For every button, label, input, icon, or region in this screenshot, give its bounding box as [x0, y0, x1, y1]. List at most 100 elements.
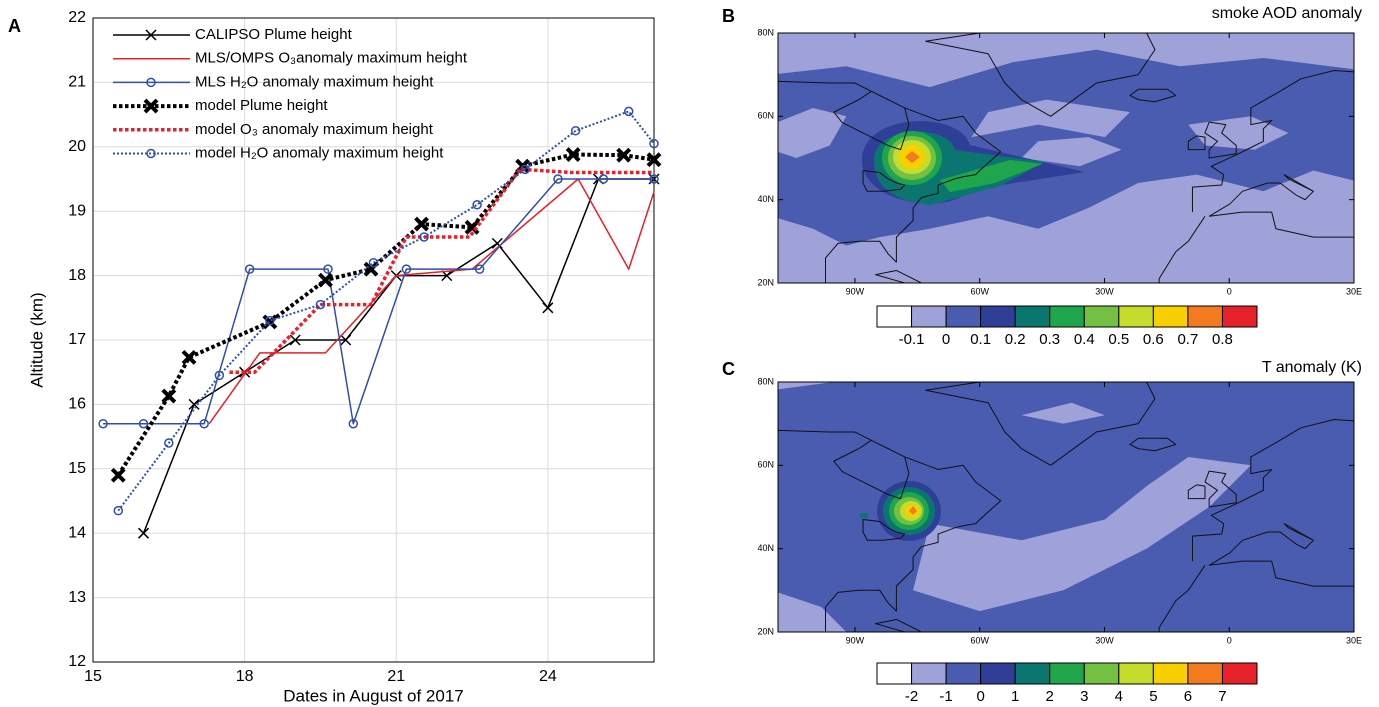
series-line: [229, 167, 654, 374]
y-tick-label: 20N: [757, 277, 774, 287]
x-tick-label: 90W: [846, 635, 865, 645]
marker: [161, 388, 177, 404]
marker: [110, 467, 126, 483]
marker: [244, 264, 255, 274]
panel-letter: A: [8, 16, 21, 36]
marker: [368, 257, 379, 268]
y-axis-title: Altitude (km): [27, 292, 46, 387]
legend-label: model O₃ anomaly maximum height: [195, 121, 434, 138]
marker: [419, 232, 429, 242]
colorbar-swatch: [911, 662, 947, 685]
colorbar-label: 0.6: [1143, 331, 1164, 348]
marker: [623, 106, 634, 117]
marker: [474, 264, 485, 274]
colorbar-swatch: [1187, 305, 1223, 328]
marker: [318, 272, 333, 288]
marker: [542, 302, 554, 314]
x-tick-label: 18: [236, 668, 254, 685]
y-tick-label: 13: [68, 589, 86, 606]
colorbar-swatch: [1187, 662, 1223, 685]
y-tick-label: 40N: [757, 194, 774, 204]
colorbar-swatch: [876, 662, 913, 685]
x-tick-label: 0: [1227, 635, 1232, 645]
marker: [401, 264, 412, 274]
legend-label: CALIPSO Plume height: [195, 26, 353, 43]
x-tick-label: 30W: [1095, 635, 1114, 645]
panel-letter: C: [722, 359, 735, 379]
colorbar-label: 2: [1046, 688, 1054, 705]
colorbar-label: 0.5: [1108, 331, 1129, 348]
marker: [146, 77, 156, 88]
colorbar-swatch: [980, 305, 1016, 328]
colorbar-swatch: [911, 305, 947, 328]
marker: [649, 174, 659, 184]
colorbar-label: 0.3: [1039, 331, 1060, 348]
colorbar-swatch: [945, 662, 982, 685]
y-tick-label: 15: [68, 460, 86, 477]
marker: [138, 527, 150, 539]
colorbar-label: 5: [1149, 688, 1157, 705]
y-tick-label: 19: [68, 202, 86, 219]
marker: [323, 264, 333, 274]
colorbar-swatch: [1118, 305, 1154, 328]
panel-letter: B: [722, 6, 735, 26]
marker: [649, 138, 659, 149]
marker: [616, 147, 632, 163]
colorbar-label: 0.1: [970, 331, 991, 348]
colorbar-swatch: [1014, 662, 1051, 685]
x-tick-label: 60W: [970, 286, 989, 296]
colorbar-swatch: [1152, 662, 1189, 685]
map-frame: [777, 32, 1355, 284]
map-b: [778, 33, 1354, 283]
colorbar-label: 3: [1080, 688, 1088, 705]
y-tick-label: 12: [68, 653, 86, 670]
colorbar-label: 0.8: [1212, 331, 1233, 348]
colorbar-swatch: [980, 662, 1016, 685]
marker: [98, 418, 108, 429]
legend-label: model Plume height: [195, 97, 328, 114]
y-tick-label: 18: [68, 267, 86, 284]
x-tick-label: 30E: [1346, 286, 1362, 296]
plot-frame: [92, 17, 655, 663]
y-tick-label: 80N: [757, 27, 774, 37]
legend-label: MLS H₂O anomaly maximum height: [195, 73, 434, 90]
marker: [289, 334, 301, 346]
marker: [472, 200, 482, 210]
y-tick-label: 21: [68, 74, 86, 91]
series-line: [103, 178, 654, 425]
colorbar-label: 4: [1115, 688, 1123, 705]
y-tick-label: 22: [68, 9, 86, 26]
colorbar-label: 0: [942, 331, 950, 348]
series-line: [142, 178, 654, 534]
series-line: [117, 110, 655, 512]
colorbar-label: 0: [976, 688, 984, 705]
map-title: T anomaly (K): [1262, 359, 1362, 376]
colorbar-label: 0.7: [1177, 331, 1198, 348]
x-axis-title: Dates in August of 2017: [283, 686, 464, 705]
map-frame: [777, 381, 1355, 633]
marker: [181, 349, 197, 365]
marker: [464, 219, 480, 235]
colorbar-swatch: [1083, 305, 1120, 328]
x-tick-label: 15: [84, 668, 102, 685]
colorbar-swatch: [1152, 305, 1189, 328]
x-tick-label: 60W: [970, 635, 989, 645]
marker: [520, 164, 530, 175]
legend-label: MLS/OMPS O₃anomaly maximum height: [195, 50, 468, 67]
colorbar-swatch: [1049, 305, 1085, 328]
colorbar-swatch: [876, 305, 913, 328]
y-tick-label: 20N: [757, 626, 774, 636]
marker: [188, 398, 200, 410]
marker: [113, 505, 124, 516]
marker: [164, 438, 174, 448]
x-tick-label: 24: [539, 668, 557, 685]
colorbar-swatch: [1118, 662, 1154, 685]
marker: [491, 237, 503, 249]
marker: [565, 147, 581, 162]
y-tick-label: 14: [68, 524, 86, 541]
y-tick-label: 20: [68, 138, 86, 155]
marker: [265, 315, 275, 326]
colorbar-swatch: [1221, 305, 1258, 328]
marker: [146, 148, 156, 159]
y-tick-label: 80N: [757, 376, 774, 386]
